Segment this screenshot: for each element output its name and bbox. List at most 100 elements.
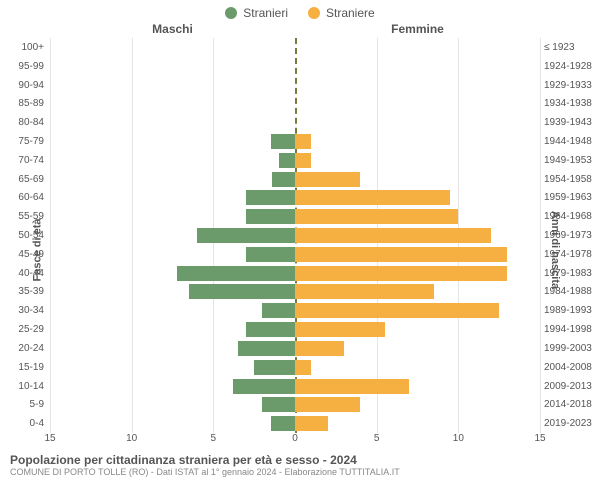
bars: 100+≤ 192395-991924-192890-941929-193385… bbox=[50, 38, 540, 433]
bar-female bbox=[295, 153, 311, 168]
x-tick: 0 bbox=[292, 433, 298, 444]
birth-year-label: 2014-2018 bbox=[544, 399, 598, 410]
birth-year-label: 1979-1983 bbox=[544, 268, 598, 279]
age-label: 15-19 bbox=[2, 362, 44, 373]
age-row: 80-841939-1943 bbox=[50, 113, 540, 132]
age-row: 95-991924-1928 bbox=[50, 57, 540, 76]
age-row: 75-791944-1948 bbox=[50, 132, 540, 151]
age-row: 60-641959-1963 bbox=[50, 189, 540, 208]
birth-year-label: 1964-1968 bbox=[544, 211, 598, 222]
bar-female bbox=[295, 360, 311, 375]
age-label: 50-54 bbox=[2, 230, 44, 241]
bar-male bbox=[262, 303, 295, 318]
age-row: 100+≤ 1923 bbox=[50, 38, 540, 57]
bar-male bbox=[246, 322, 295, 337]
legend: Stranieri Straniere bbox=[0, 0, 600, 20]
age-label: 0-4 bbox=[2, 418, 44, 429]
birth-year-label: ≤ 1923 bbox=[544, 42, 598, 53]
bar-female bbox=[295, 134, 311, 149]
birth-year-label: 1989-1993 bbox=[544, 305, 598, 316]
bar-male bbox=[233, 379, 295, 394]
bar-female bbox=[295, 228, 491, 243]
age-row: 40-441979-1983 bbox=[50, 264, 540, 283]
x-tick: 5 bbox=[374, 433, 380, 444]
birth-year-label: 1984-1988 bbox=[544, 286, 598, 297]
x-tick: 5 bbox=[211, 433, 217, 444]
age-label: 65-69 bbox=[2, 174, 44, 185]
age-label: 55-59 bbox=[2, 211, 44, 222]
age-label: 60-64 bbox=[2, 192, 44, 203]
bar-male bbox=[238, 341, 295, 356]
bar-male bbox=[197, 228, 295, 243]
legend-female-label: Straniere bbox=[326, 6, 375, 20]
birth-year-label: 1924-1928 bbox=[544, 61, 598, 72]
bar-male bbox=[246, 190, 295, 205]
bar-male bbox=[279, 153, 295, 168]
age-row: 15-192004-2008 bbox=[50, 358, 540, 377]
age-label: 45-49 bbox=[2, 249, 44, 260]
legend-item-male: Stranieri bbox=[225, 6, 288, 20]
age-row: 90-941929-1933 bbox=[50, 76, 540, 95]
x-tick: 10 bbox=[453, 433, 464, 444]
bar-male bbox=[271, 416, 296, 431]
birth-year-label: 1944-1948 bbox=[544, 136, 598, 147]
age-row: 65-691954-1958 bbox=[50, 170, 540, 189]
age-label: 95-99 bbox=[2, 61, 44, 72]
age-label: 70-74 bbox=[2, 155, 44, 166]
bar-female bbox=[295, 209, 458, 224]
birth-year-label: 2019-2023 bbox=[544, 418, 598, 429]
bar-male bbox=[254, 360, 295, 375]
grid-line bbox=[540, 38, 541, 433]
birth-year-label: 1974-1978 bbox=[544, 249, 598, 260]
legend-male-label: Stranieri bbox=[243, 6, 288, 20]
x-tick: 15 bbox=[534, 433, 545, 444]
bar-female bbox=[295, 172, 360, 187]
birth-year-label: 1939-1943 bbox=[544, 117, 598, 128]
birth-year-label: 1959-1963 bbox=[544, 192, 598, 203]
x-tick: 15 bbox=[44, 433, 55, 444]
birth-year-label: 1929-1933 bbox=[544, 80, 598, 91]
birth-year-label: 2009-2013 bbox=[544, 381, 598, 392]
birth-year-label: 1934-1938 bbox=[544, 98, 598, 109]
age-row: 85-891934-1938 bbox=[50, 94, 540, 113]
age-row: 25-291994-1998 bbox=[50, 320, 540, 339]
age-label: 35-39 bbox=[2, 286, 44, 297]
age-row: 45-491974-1978 bbox=[50, 245, 540, 264]
bar-female bbox=[295, 397, 360, 412]
age-row: 5-92014-2018 bbox=[50, 395, 540, 414]
bar-female bbox=[295, 303, 499, 318]
age-label: 5-9 bbox=[2, 399, 44, 410]
bar-female bbox=[295, 284, 434, 299]
age-row: 30-341989-1993 bbox=[50, 301, 540, 320]
age-row: 70-741949-1953 bbox=[50, 151, 540, 170]
male-swatch bbox=[225, 7, 237, 19]
age-row: 20-241999-2003 bbox=[50, 339, 540, 358]
age-label: 100+ bbox=[2, 42, 44, 53]
age-label: 10-14 bbox=[2, 381, 44, 392]
age-label: 75-79 bbox=[2, 136, 44, 147]
age-label: 80-84 bbox=[2, 117, 44, 128]
birth-year-label: 1949-1953 bbox=[544, 155, 598, 166]
birth-year-label: 1969-1973 bbox=[544, 230, 598, 241]
bar-male bbox=[189, 284, 295, 299]
age-label: 90-94 bbox=[2, 80, 44, 91]
age-label: 85-89 bbox=[2, 98, 44, 109]
age-label: 25-29 bbox=[2, 324, 44, 335]
bar-male bbox=[271, 134, 296, 149]
bar-male bbox=[272, 172, 295, 187]
birth-year-label: 2004-2008 bbox=[544, 362, 598, 373]
top-label-female: Femmine bbox=[295, 22, 600, 36]
x-axis: 15105051015 bbox=[50, 433, 540, 449]
age-row: 10-142009-2013 bbox=[50, 377, 540, 396]
bar-female bbox=[295, 341, 344, 356]
footer-subtitle: COMUNE DI PORTO TOLLE (RO) - Dati ISTAT … bbox=[10, 467, 590, 477]
footer-title: Popolazione per cittadinanza straniera p… bbox=[10, 453, 590, 467]
legend-item-female: Straniere bbox=[308, 6, 375, 20]
bar-female bbox=[295, 379, 409, 394]
bar-female bbox=[295, 247, 507, 262]
plot-area: 100+≤ 192395-991924-192890-941929-193385… bbox=[50, 38, 540, 433]
age-row: 55-591964-1968 bbox=[50, 207, 540, 226]
age-label: 20-24 bbox=[2, 343, 44, 354]
bar-female bbox=[295, 322, 385, 337]
birth-year-label: 1999-2003 bbox=[544, 343, 598, 354]
